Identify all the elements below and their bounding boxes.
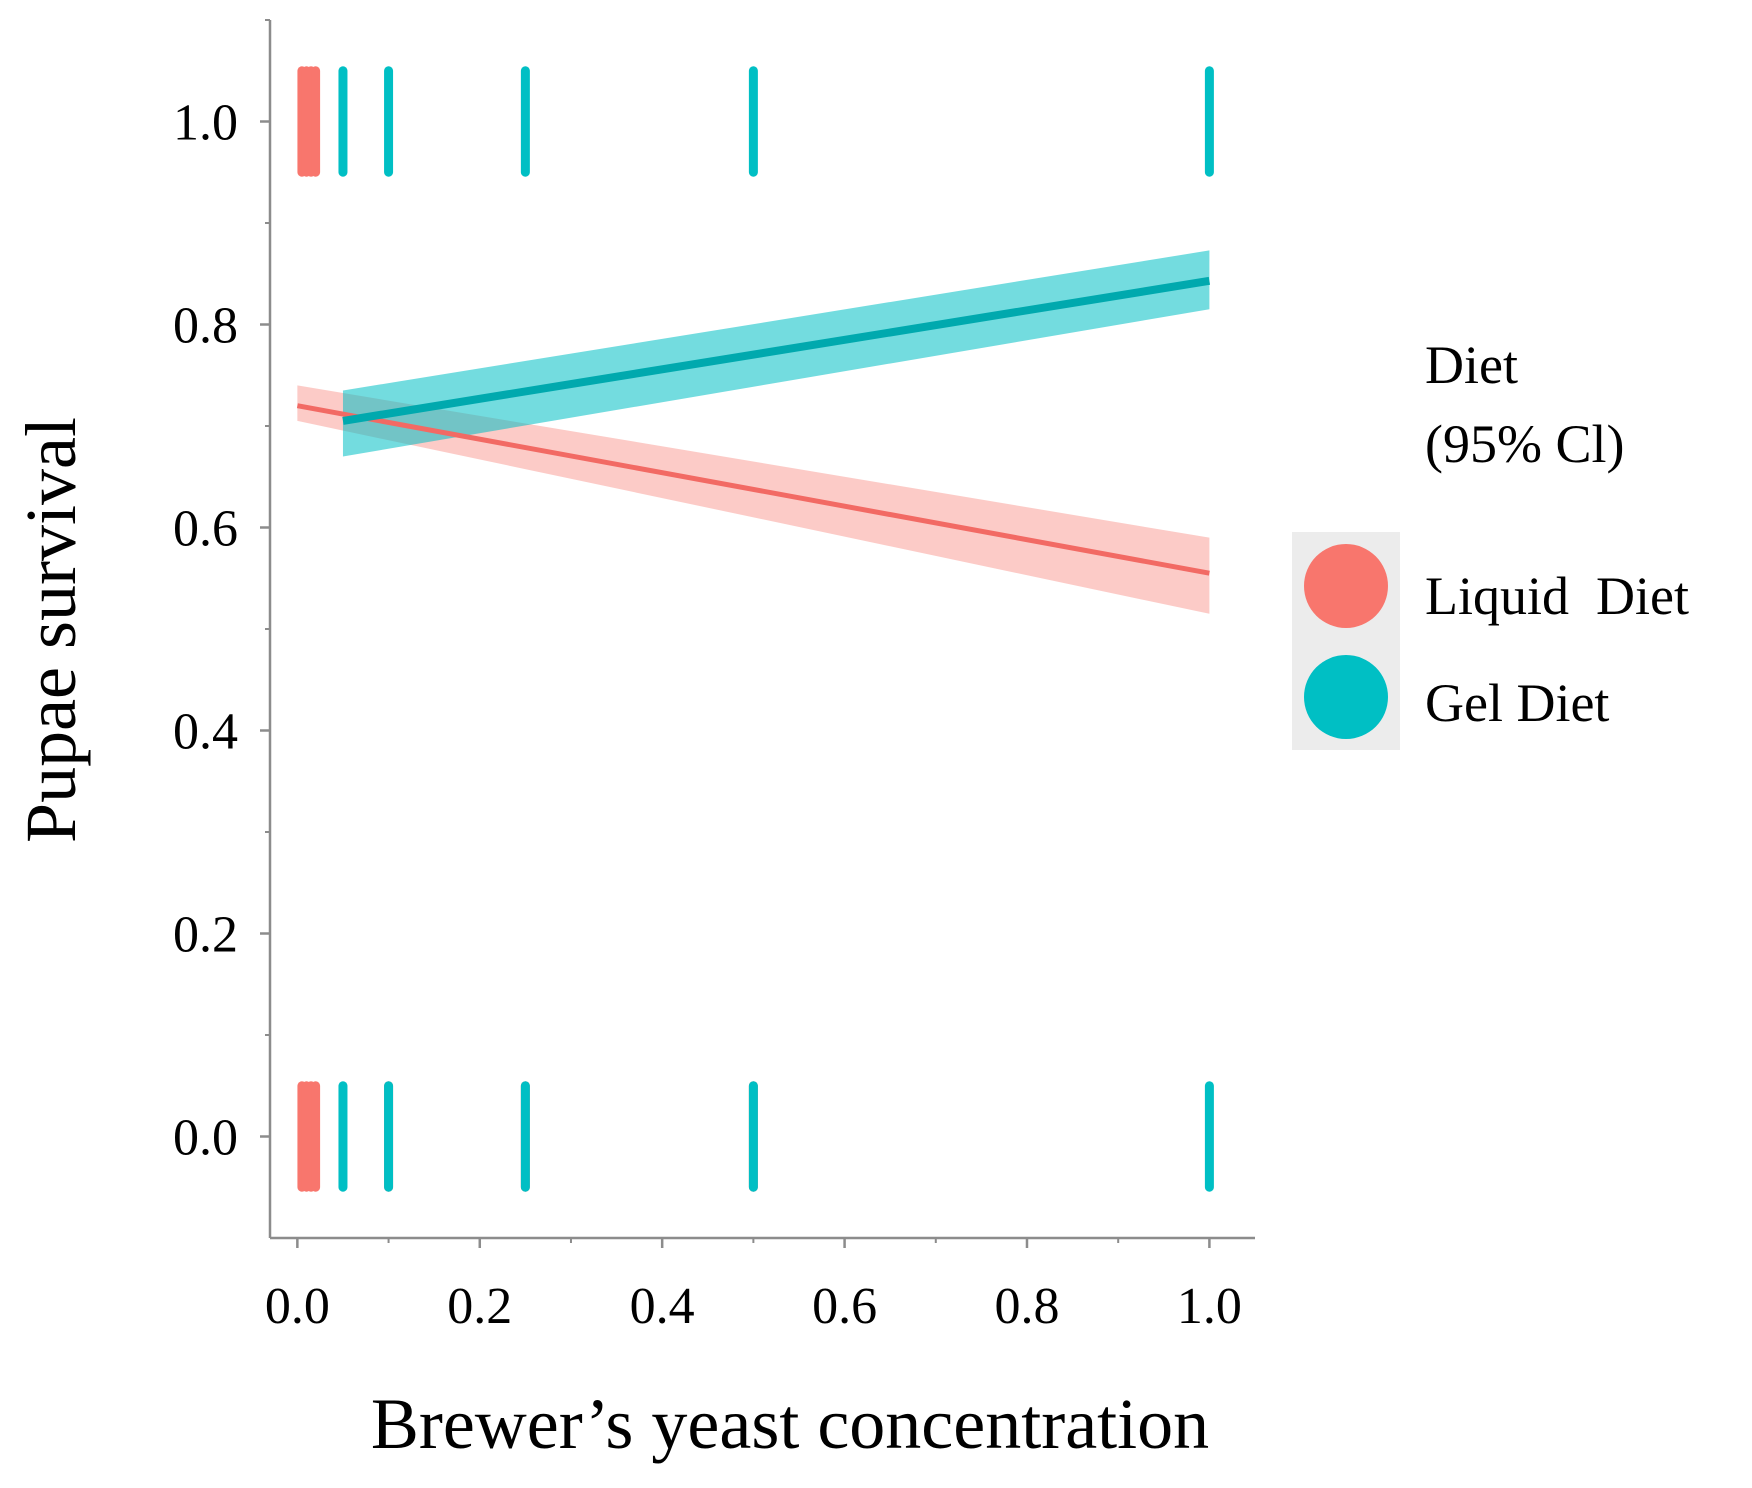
y-tick-label: 0.8: [173, 298, 238, 355]
x-tick-label: 0.0: [265, 1278, 330, 1335]
legend-label-gel-diet: Gel Diet: [1425, 673, 1609, 733]
y-tick-label: 0.4: [173, 704, 238, 761]
legend-key-gel-diet: [1304, 655, 1388, 739]
x-ticks: 0.0 0.2 0.4 0.6 0.8 1.0: [265, 1238, 1242, 1335]
x-tick-label: 0.8: [994, 1278, 1059, 1335]
fit-line-liquid-diet: [296, 403, 1210, 576]
x-tick-label: 0.2: [447, 1278, 512, 1335]
fit-line-gel-diet: [342, 276, 1211, 425]
y-axis-title: Pupae survival: [11, 417, 91, 843]
x-tick-label: 1.0: [1177, 1278, 1242, 1335]
x-axis-title: Brewer’s yeast concentration: [371, 1384, 1209, 1464]
ci-band-liquid-diet: [297, 385, 1210, 614]
x-tick-label: 0.4: [630, 1278, 695, 1335]
x-tick-label: 0.6: [812, 1278, 877, 1335]
y-tick-label: 0.6: [173, 501, 238, 558]
legend-subtitle: (95% Cl): [1425, 414, 1624, 474]
legend-label-liquid-diet: Liquid Diet: [1425, 566, 1689, 626]
observations: [297, 66, 1214, 1192]
y-tick-label: 0.0: [173, 1110, 238, 1167]
y-tick-label: 1.0: [173, 95, 238, 152]
axes: 0.0 0.2 0.4 0.6 0.8 1.0 0.0 0.2 0.4 0.6 0.8 1.0 Pu…: [11, 19, 1255, 1464]
legend: Diet (95% Cl) Liquid Diet Gel Diet: [1292, 335, 1689, 750]
plot-area: [296, 66, 1214, 1192]
legend-key-liquid-diet: [1304, 544, 1388, 628]
y-tick-label: 0.2: [173, 907, 238, 964]
legend-title: Diet: [1425, 335, 1518, 395]
y-ticks: 0.0 0.2 0.4 0.6 0.8 1.0: [173, 19, 270, 1167]
